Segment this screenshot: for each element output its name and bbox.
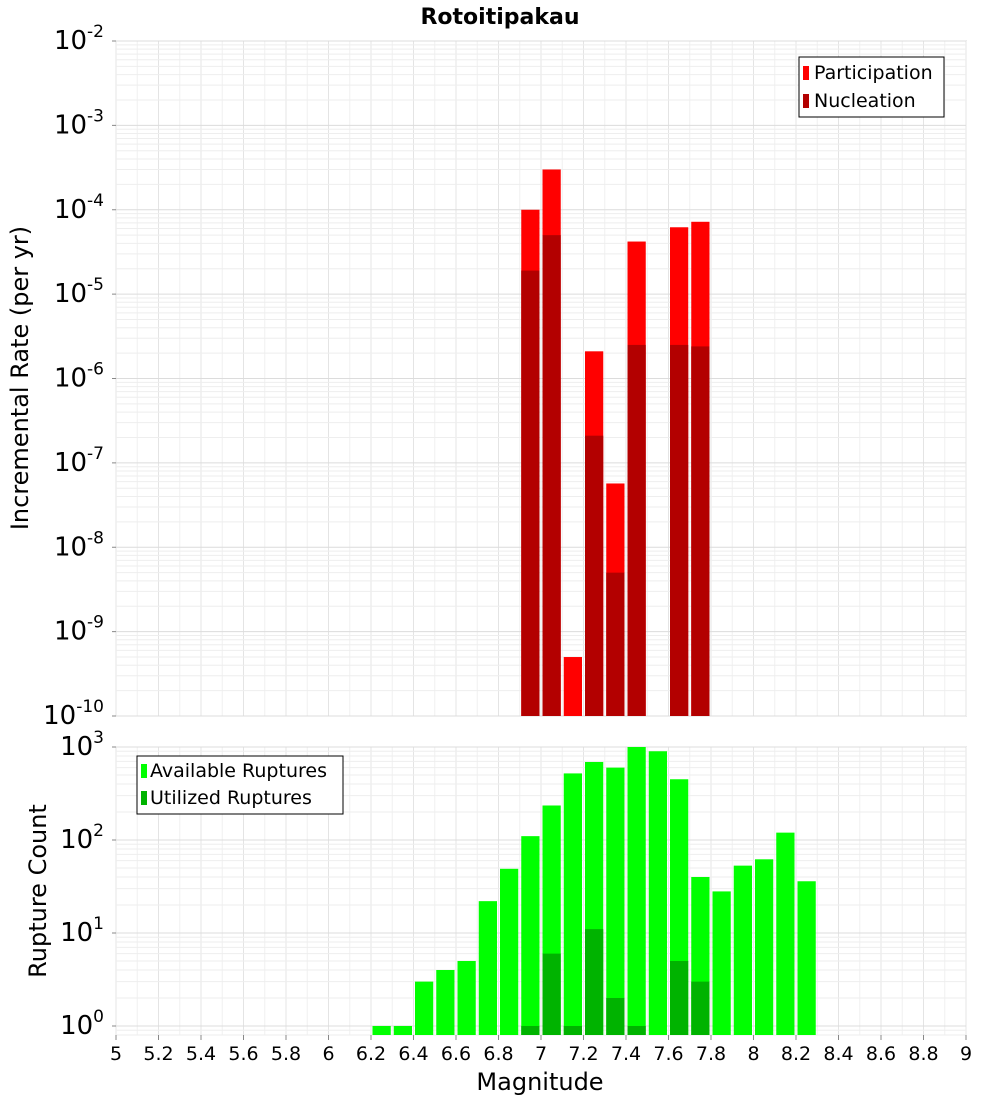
count-bar-available-ruptures <box>500 868 519 1035</box>
x-axis-label: Magnitude <box>476 1068 603 1096</box>
count-y-tick-label: 101 <box>60 914 104 948</box>
x-tick-label: 6.4 <box>398 1043 428 1065</box>
count-legend-box <box>136 755 344 815</box>
legend-swatch-nucleation <box>803 94 809 108</box>
count-y-tick-label: 103 <box>60 728 104 762</box>
count-bar-available-ruptures <box>415 981 434 1035</box>
count-y-tick-label: 102 <box>60 821 104 855</box>
x-tick-label: 7 <box>535 1043 547 1065</box>
count-bar-available-ruptures <box>372 1025 391 1035</box>
count-bar-available-ruptures <box>521 836 540 1035</box>
rate-bar-nucleation <box>606 572 625 716</box>
count-bar-available-ruptures <box>797 881 816 1035</box>
legend-label-participation: Participation <box>814 62 933 84</box>
count-bar-available-ruptures <box>478 901 497 1035</box>
legend-label-utilized: Utilized Ruptures <box>150 787 312 809</box>
legend-swatch-participation <box>803 66 809 80</box>
x-tick-label: 8.8 <box>908 1043 938 1065</box>
count-x-ticks: 5 5.2 5.4 5.6 5.8 6 6.2 6.4 6.6 6.8 7 7.2 7.4 7.6 7.8 8… <box>110 1035 972 1065</box>
count-bar-utilized-ruptures <box>627 1025 646 1035</box>
count-y-tick-label: 100 <box>60 1007 104 1041</box>
rate-y-tick-label: 10-5 <box>54 275 104 309</box>
x-tick-label: 8.6 <box>866 1043 896 1065</box>
legend-label-nucleation: Nucleation <box>814 90 916 112</box>
rate-bar-nucleation <box>585 435 604 716</box>
count-y-ticks: 100 101 102 103 <box>60 728 116 1041</box>
count-bar-available-ruptures <box>457 960 476 1035</box>
count-bar-available-ruptures <box>648 751 667 1035</box>
x-tick-label: 8.4 <box>823 1043 853 1065</box>
rate-y-tick-label: 10-2 <box>54 22 104 56</box>
count-bar-utilized-ruptures <box>521 1025 540 1035</box>
x-tick-label: 6.6 <box>441 1043 471 1065</box>
rate-y-tick-label: 10-9 <box>54 613 104 647</box>
rate-y-tick-label: 10-4 <box>54 191 104 225</box>
count-legend: Available Ruptures Utilized Ruptures <box>136 755 344 815</box>
count-grid <box>115 746 967 1036</box>
count-bar-utilized-ruptures <box>606 997 625 1035</box>
x-tick-label: 5.2 <box>143 1043 173 1065</box>
x-tick-label: 7.8 <box>696 1043 726 1065</box>
x-tick-label: 8 <box>747 1043 759 1065</box>
rate-y-ticks: 10-10 10-9 10-8 10-7 10-6 10-5 10-4 10-3 10-2 <box>43 22 116 731</box>
rate-bar-nucleation <box>521 270 540 716</box>
x-tick-label: 6.2 <box>356 1043 386 1065</box>
rate-y-tick-label: 10-8 <box>54 528 104 562</box>
count-bar-available-ruptures <box>776 832 795 1035</box>
x-tick-label: 7.6 <box>653 1043 683 1065</box>
x-tick-label: 5.6 <box>228 1043 258 1065</box>
x-tick-label: 7.4 <box>611 1043 641 1065</box>
x-tick-label: 5.4 <box>186 1043 216 1065</box>
rate-bar-participation <box>563 657 582 716</box>
count-bar-available-ruptures <box>627 747 646 1035</box>
count-bar-available-ruptures <box>393 1025 412 1035</box>
rate-bar-nucleation <box>542 235 561 716</box>
rate-y-axis-label: Incremental Rate (per yr) <box>6 226 34 530</box>
count-bar-available-ruptures <box>563 773 582 1035</box>
rate-bar-nucleation <box>627 344 646 716</box>
rate-y-tick-label: 10-3 <box>54 106 104 140</box>
count-bar-available-ruptures <box>755 859 774 1035</box>
count-bar-utilized-ruptures <box>542 953 561 1035</box>
rate-panel: 10-10 10-9 10-8 10-7 10-6 10-5 10-4 10-3 10-2 In… <box>6 22 967 731</box>
count-bar-available-ruptures <box>733 865 752 1035</box>
rate-legend-box <box>798 56 945 118</box>
x-tick-label: 5 <box>110 1043 122 1065</box>
rate-legend: Participation Nucleation <box>798 56 945 118</box>
count-bar-utilized-ruptures <box>585 929 604 1035</box>
x-tick-label: 8.2 <box>781 1043 811 1065</box>
count-bar-utilized-ruptures <box>691 981 710 1035</box>
count-bar-available-ruptures <box>436 969 455 1035</box>
x-tick-label: 6 <box>322 1043 334 1065</box>
legend-swatch-available <box>141 764 147 778</box>
legend-label-available: Available Ruptures <box>150 760 327 782</box>
count-bars <box>372 747 816 1035</box>
rate-y-tick-label: 10-10 <box>43 697 104 731</box>
count-bar-available-ruptures <box>712 891 731 1035</box>
rate-bar-nucleation <box>691 346 710 716</box>
x-tick-label: 9 <box>960 1043 972 1065</box>
x-tick-label: 7.2 <box>568 1043 598 1065</box>
count-bar-available-ruptures <box>606 767 625 1035</box>
rate-y-tick-label: 10-6 <box>54 360 104 394</box>
rate-grid <box>115 40 967 717</box>
rate-bars <box>521 169 710 717</box>
x-tick-label: 6.8 <box>483 1043 513 1065</box>
count-bar-utilized-ruptures <box>670 960 689 1035</box>
chart-title: Rotoitipakau <box>420 5 579 30</box>
rate-y-tick-label: 10-7 <box>54 444 104 478</box>
count-y-axis-label: Rupture Count <box>24 804 52 978</box>
x-tick-label: 5.8 <box>271 1043 301 1065</box>
count-bar-utilized-ruptures <box>563 1025 582 1035</box>
legend-swatch-utilized <box>141 791 147 805</box>
rate-bar-nucleation <box>670 344 689 716</box>
count-panel: 100 101 102 103 5 5.2 5.4 5.6 5.8 6 6.2 6.4 6.6 6.8 7… <box>24 728 972 1096</box>
